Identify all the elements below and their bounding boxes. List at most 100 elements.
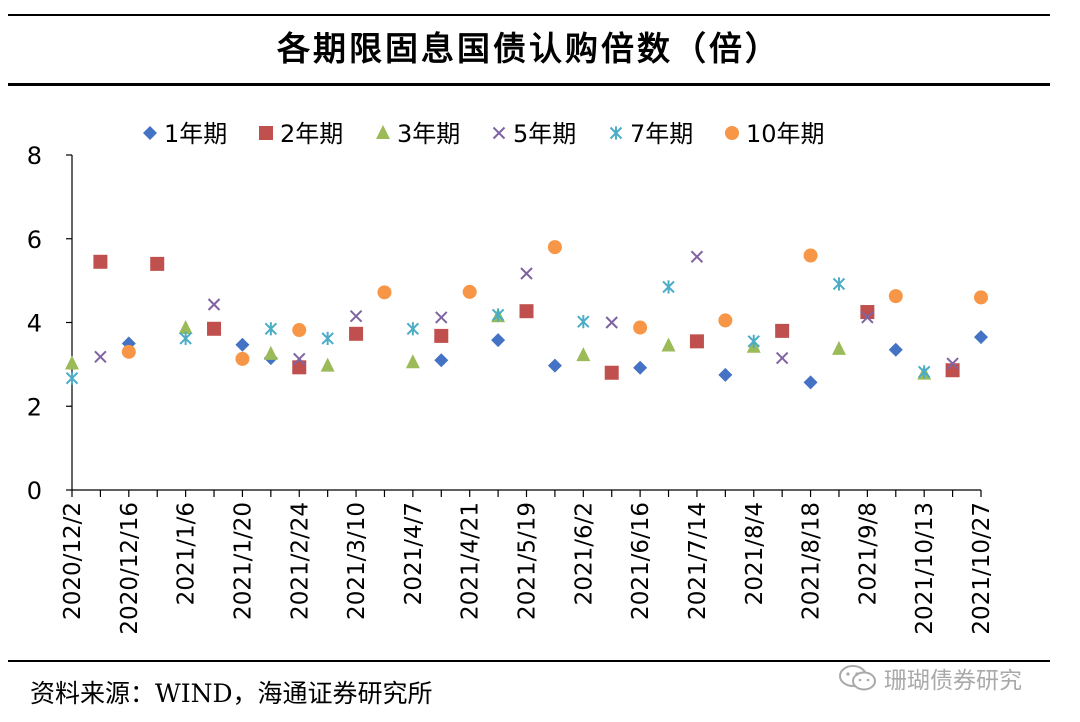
chart-title: 各期限固息国债认购倍数（倍）: [277, 29, 781, 68]
x-tick-label: 2021/1/6: [174, 502, 200, 605]
point-10y: [292, 323, 307, 338]
bottom-rule: [8, 660, 1050, 662]
point-7y: [832, 277, 846, 291]
point-3y: [178, 319, 193, 334]
point-7y: [321, 331, 334, 346]
point-2y: [945, 363, 960, 378]
y-tick-label: 2: [27, 393, 42, 421]
point-2y: [434, 328, 449, 343]
x-tick-label: 2021/8/18: [799, 502, 825, 620]
point-10y: [803, 248, 818, 263]
top-rule: [8, 14, 1050, 16]
x-tick-label: 2021/6/2: [571, 502, 597, 605]
point-2y: [207, 321, 222, 336]
point-5y: [775, 351, 789, 365]
point-2y: [519, 304, 534, 319]
point-2y: [775, 323, 790, 338]
point-10y: [547, 240, 562, 255]
point-7y: [747, 334, 760, 348]
point-5y: [520, 267, 533, 280]
point-3y: [661, 337, 676, 352]
point-3y: [831, 340, 846, 355]
point-5y: [293, 352, 306, 366]
legend-marker-3y: [376, 125, 390, 139]
legend-marker-7y: [609, 126, 623, 140]
point-7y: [179, 331, 192, 346]
x-tick-label: 2021/2/24: [287, 502, 313, 620]
point-7y: [662, 280, 675, 294]
point-2y: [150, 256, 165, 271]
point-3y: [405, 354, 420, 369]
point-2y: [689, 334, 704, 349]
point-7y: [577, 315, 590, 329]
legend-label-2y: 2年期: [280, 120, 343, 148]
point-5y: [946, 357, 959, 370]
point-10y: [462, 284, 477, 299]
point-3y: [320, 357, 335, 372]
x-tick-label: 2021/4/21: [458, 502, 484, 620]
point-5y: [207, 298, 221, 311]
wechat-icon: [839, 665, 876, 691]
legend-label-5y: 5年期: [513, 120, 576, 148]
legend-label-10y: 10年期: [746, 120, 825, 148]
x-tick-label: 2021/8/4: [742, 502, 768, 605]
x-tick-label: 2021/1/20: [230, 502, 256, 620]
point-5y: [861, 311, 874, 324]
legend-marker-5y: [492, 126, 506, 140]
point-2y: [349, 326, 364, 341]
point-1y: [491, 333, 506, 348]
point-10y: [377, 285, 392, 300]
point-10y: [974, 290, 988, 305]
x-tick-label: 2021/10/13: [912, 502, 938, 635]
legend-label-3y: 3年期: [397, 120, 460, 148]
legend-marker-2y: [259, 126, 273, 140]
point-1y: [718, 367, 733, 382]
y-tick-label: 4: [27, 310, 42, 338]
point-2y: [860, 305, 875, 320]
x-tick-label: 2021/6/16: [628, 502, 654, 620]
point-7y: [406, 322, 420, 336]
point-7y: [491, 308, 505, 322]
legend-marker-10y: [725, 126, 739, 140]
x-tick-label: 2020/12/16: [117, 502, 143, 635]
x-tick-label: 2021/4/7: [401, 502, 427, 605]
point-5y: [605, 316, 618, 329]
point-1y: [547, 358, 562, 373]
legend-label-7y: 7年期: [630, 120, 693, 148]
watermark-text: 珊瑚债券研究: [884, 668, 1022, 694]
point-1y: [888, 342, 903, 357]
point-1y: [803, 375, 818, 390]
y-tick-label: 8: [27, 142, 42, 170]
x-tick-label: 2020/12/2: [60, 502, 86, 620]
y-tick-label: 0: [27, 477, 42, 505]
watermark: 珊瑚债券研究: [838, 658, 1050, 698]
point-5y: [349, 310, 363, 323]
point-10y: [121, 344, 136, 359]
point-10y: [888, 289, 903, 304]
y-tick-label: 6: [27, 226, 42, 254]
x-tick-label: 2021/7/14: [685, 502, 711, 620]
point-2y: [292, 360, 307, 375]
x-tick-label: 2021/3/10: [344, 502, 370, 620]
point-1y: [633, 360, 648, 375]
legend-marker-1y: [143, 126, 157, 140]
x-tick-label: 2021/9/8: [855, 502, 881, 605]
point-5y: [94, 350, 107, 364]
point-1y: [235, 337, 250, 352]
source-note: 资料来源：WIND，海通证券研究所: [30, 679, 433, 708]
legend-label-1y: 1年期: [164, 120, 227, 148]
point-2y: [604, 365, 619, 380]
point-3y: [263, 345, 278, 360]
point-7y: [917, 365, 931, 379]
point-10y: [718, 313, 733, 328]
point-2y: [93, 254, 108, 269]
point-10y: [235, 351, 250, 366]
x-tick-label: 2021/10/27: [969, 502, 995, 635]
point-10y: [633, 320, 648, 335]
x-tick-label: 2021/5/19: [515, 502, 541, 620]
point-1y: [974, 330, 988, 345]
title-rule: [8, 83, 1050, 86]
point-7y: [264, 322, 278, 336]
point-3y: [65, 355, 79, 370]
